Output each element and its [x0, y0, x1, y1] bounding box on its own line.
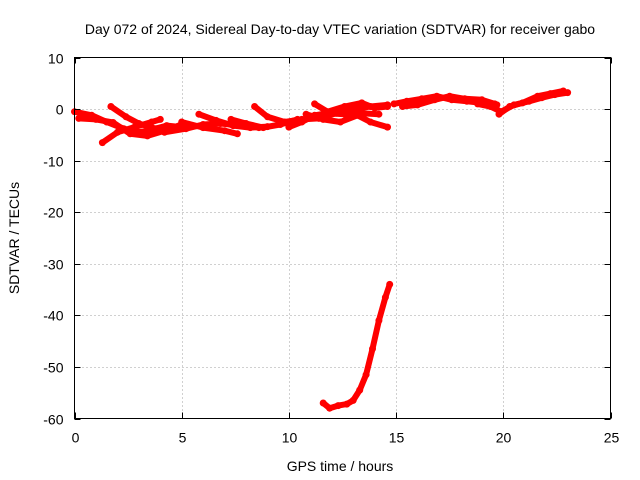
- data-point: [98, 139, 106, 147]
- data-point: [381, 293, 389, 301]
- data-point: [559, 87, 567, 95]
- data-point: [375, 110, 383, 118]
- data-point: [358, 99, 366, 107]
- plot-frame: [74, 57, 611, 419]
- data-point: [354, 111, 361, 119]
- data-point: [298, 118, 306, 126]
- x-tick-label: 10: [282, 430, 298, 446]
- data-point: [75, 114, 83, 122]
- data-point: [156, 115, 164, 123]
- data-point: [221, 127, 229, 135]
- data-point: [349, 396, 357, 404]
- data-point: [319, 399, 327, 407]
- y-tick-label: -40: [43, 308, 63, 324]
- data-point: [390, 100, 398, 108]
- data-point: [384, 103, 391, 110]
- data-point: [547, 90, 554, 98]
- data-point: [324, 108, 331, 116]
- x-tick-label: 0: [72, 430, 80, 446]
- data-point: [152, 125, 160, 133]
- data-point: [343, 400, 351, 408]
- data-point: [161, 128, 168, 136]
- data-point: [371, 104, 379, 112]
- data-point: [414, 101, 421, 109]
- data-point: [336, 118, 344, 126]
- data-point: [486, 103, 494, 110]
- data-point: [369, 345, 376, 353]
- data-point: [302, 110, 310, 118]
- series-track: [178, 119, 241, 137]
- data-point: [534, 92, 542, 100]
- data-point: [506, 103, 514, 110]
- data-point: [319, 115, 327, 123]
- data-point: [375, 317, 383, 324]
- data-point: [212, 116, 220, 124]
- data-point: [227, 115, 235, 123]
- x-tick-label: 20: [496, 430, 512, 446]
- y-tick-label: -30: [43, 257, 63, 273]
- data-point: [122, 113, 130, 121]
- data-point: [341, 110, 349, 118]
- data-point: [281, 118, 289, 126]
- chart-title: Day 072 of 2024, Sidereal Day-to-day VTE…: [85, 21, 595, 37]
- y-tick-label: -50: [43, 360, 63, 376]
- data-point: [384, 123, 391, 131]
- data-point: [113, 128, 121, 136]
- data-point: [311, 100, 319, 108]
- data-point: [334, 402, 342, 410]
- x-tick-label: 25: [604, 430, 620, 446]
- data-point: [386, 280, 394, 288]
- data-point: [107, 103, 115, 110]
- data-point: [519, 99, 527, 107]
- data-point: [251, 103, 259, 110]
- series-3: [319, 280, 394, 412]
- data-point: [135, 120, 143, 127]
- y-tick-label: -20: [43, 205, 63, 221]
- data-point: [264, 113, 271, 121]
- data-point: [259, 124, 267, 132]
- data-point: [431, 96, 439, 104]
- y-tick-label: -10: [43, 154, 63, 170]
- data-point: [182, 125, 190, 133]
- data-point: [199, 124, 207, 132]
- data-point: [356, 386, 364, 394]
- data-point: [399, 103, 406, 110]
- data-point: [195, 110, 203, 118]
- data-point: [285, 123, 293, 131]
- data-point: [474, 100, 482, 108]
- data-point: [366, 118, 374, 126]
- tick-layer: 0 5 10 15 20 25 -60 -50 -40 -30 -20 -10 0 10: [43, 51, 619, 446]
- x-axis-title: GPS time / hours: [287, 458, 394, 474]
- data-point: [92, 115, 100, 123]
- series-2: [390, 87, 572, 118]
- data-point: [242, 120, 250, 127]
- y-tick-label: 0: [56, 102, 64, 118]
- data-point: [143, 132, 151, 140]
- y-tick-label: 10: [48, 51, 64, 67]
- y-axis-title: SDTVAR / TECUs: [6, 182, 22, 294]
- data-point: [341, 103, 349, 110]
- data-point: [362, 371, 370, 379]
- data-point: [461, 95, 469, 103]
- x-tick-label: 5: [179, 430, 187, 446]
- y-tick-label: -60: [43, 412, 63, 428]
- x-tick-label: 15: [389, 430, 405, 446]
- data-point: [109, 119, 117, 126]
- data-point: [229, 122, 237, 130]
- series-1: [251, 99, 391, 131]
- data-point: [178, 118, 186, 126]
- data-point: [495, 110, 503, 118]
- data-point: [233, 130, 241, 138]
- data-layer: [71, 87, 572, 412]
- data-point: [446, 92, 454, 100]
- data-point: [326, 404, 334, 412]
